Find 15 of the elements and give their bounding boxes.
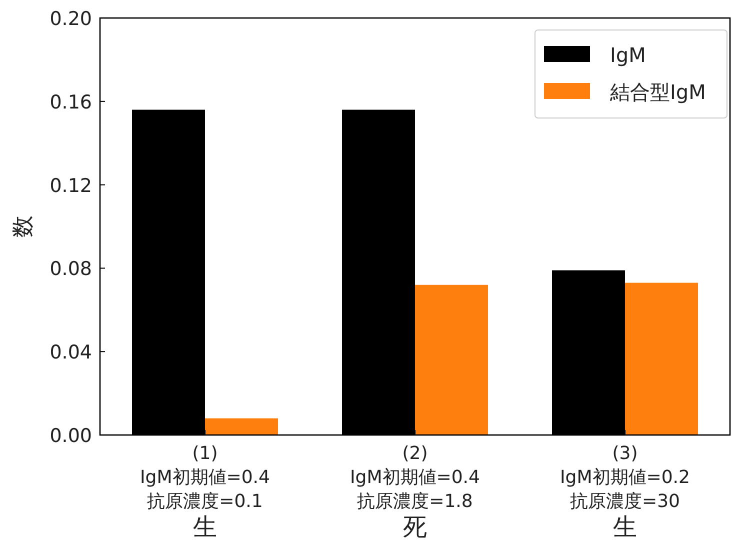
x-tick-label: (1) IgM初期値=0.4 抗原濃度=0.1 生 — [140, 443, 270, 541]
legend-label: 結合型IgM — [609, 80, 706, 104]
y-tick-label: 0.00 — [50, 425, 92, 447]
y-tick-label: 0.08 — [50, 258, 92, 280]
bar — [415, 284, 488, 435]
y-tick-label: 0.04 — [50, 342, 92, 364]
legend-label: IgM — [610, 43, 646, 67]
y-tick-label: 0.16 — [50, 91, 92, 114]
bar — [625, 282, 698, 435]
x-tick-label: (2) IgM初期値=0.4 抗原濃度=1.8 死 — [350, 443, 480, 541]
y-tick-label: 0.20 — [50, 8, 92, 30]
bar — [205, 418, 278, 435]
y-tick-label: 0.12 — [50, 174, 92, 197]
x-tick-label: (3) IgM初期値=0.2 抗原濃度=30 生 — [560, 443, 690, 541]
y-axis-title: 数 — [11, 216, 36, 238]
